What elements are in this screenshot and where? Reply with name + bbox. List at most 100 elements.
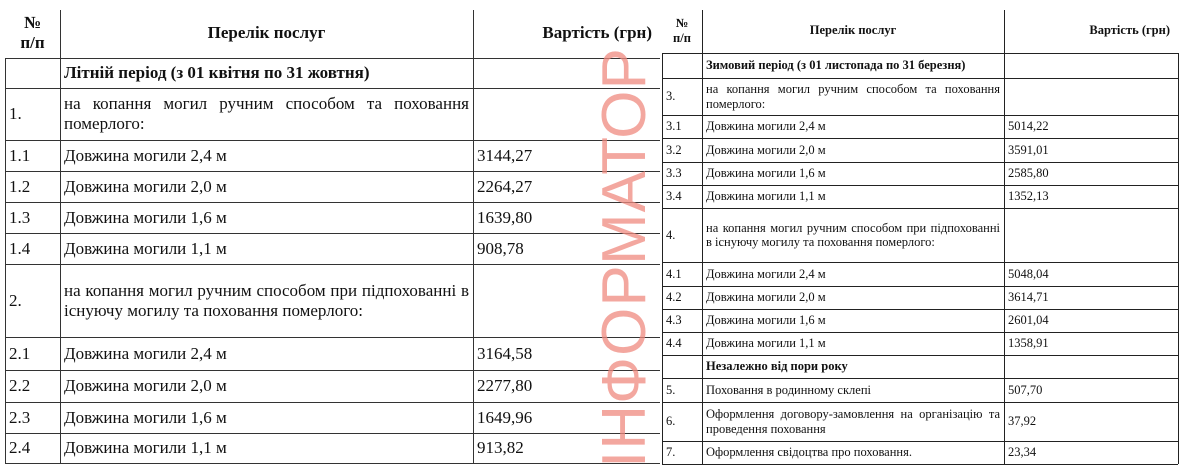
row-rule: [662, 138, 1178, 139]
row-rule: [662, 185, 1178, 186]
column-divider: [1004, 185, 1005, 208]
row-rule: [662, 441, 1178, 442]
row-service: Літній період (з 01 квітня по 31 жовтня): [60, 58, 473, 88]
row-service: Довжина могили 1,6 м: [702, 162, 1004, 185]
row-service: Довжина могили 2,4 м: [60, 140, 473, 171]
column-divider: [702, 262, 703, 286]
column-divider: [473, 264, 474, 337]
row-number: 3.3: [666, 166, 682, 181]
winter-panel: [660, 0, 1200, 474]
column-divider: [473, 58, 474, 88]
column-divider: [1004, 378, 1005, 402]
row-service: Оформлення договору-замовлення на органі…: [702, 402, 1004, 441]
service-text: Довжина могили 2,0 м: [64, 176, 227, 196]
row-rule: [5, 171, 660, 172]
row-service: Довжина могили 2,0 м: [702, 138, 1004, 162]
service-text: Незалежно від пори року: [706, 359, 848, 374]
row-rule: [5, 337, 660, 338]
column-divider: [1004, 162, 1005, 185]
row-price: 3164,58: [477, 343, 533, 363]
column-divider: [1004, 78, 1005, 115]
column-divider: [1004, 309, 1005, 332]
row-number: 3.: [666, 89, 676, 104]
row-rule: [662, 309, 1178, 310]
row-price: 3614,71: [1008, 290, 1049, 305]
column-divider: [702, 441, 703, 464]
service-text: Оформлення договору-замовлення на органі…: [706, 407, 1000, 436]
column-divider: [473, 10, 474, 58]
column-divider: [473, 433, 474, 463]
column-divider: [60, 202, 61, 233]
row-price: 2601,04: [1008, 313, 1049, 328]
column-divider: [1004, 53, 1005, 78]
row-price: 5048,04: [1008, 266, 1049, 281]
table-border-right: [1178, 53, 1179, 464]
watermark: ІНФОРМАТОР: [590, 47, 659, 468]
row-number: 1.3: [9, 207, 31, 227]
row-service: Довжина могили 1,6 м: [60, 402, 473, 433]
service-text: Оформлення свідоцтва про поховання.: [706, 445, 912, 460]
column-divider: [702, 115, 703, 138]
row-rule: [662, 464, 1178, 465]
row-service: Довжина могили 2,4 м: [702, 115, 1004, 138]
column-divider: [60, 370, 61, 402]
column-divider: [1004, 262, 1005, 286]
column-divider: [702, 185, 703, 208]
row-rule: [5, 233, 660, 234]
column-divider: [1004, 402, 1005, 441]
row-service: Поховання в родинному склепі: [702, 378, 1004, 402]
row-number: 4.1: [666, 266, 682, 281]
table-border-left: [662, 53, 663, 464]
row-price: [1004, 208, 1178, 262]
row-price: 1352,13: [1008, 189, 1049, 204]
column-divider: [1004, 441, 1005, 464]
row-number: [662, 53, 702, 78]
row-number: 4.2: [666, 290, 682, 305]
row-rule: [5, 264, 660, 265]
row-number: 6.: [666, 414, 676, 429]
column-divider: [1004, 355, 1005, 378]
row-price: 1649,96: [477, 407, 533, 427]
row-service: Довжина могили 1,6 м: [702, 309, 1004, 332]
row-number: 4.3: [666, 313, 682, 328]
row-rule: [662, 78, 1178, 79]
column-divider: [473, 233, 474, 264]
row-service: Довжина могили 1,1 м: [702, 185, 1004, 208]
row-rule: [5, 402, 660, 403]
row-rule: [662, 162, 1178, 163]
column-divider: [60, 337, 61, 370]
service-text: Поховання в родинному склепі: [706, 382, 871, 397]
header-service: Перелік послуг: [809, 23, 897, 38]
column-divider: [702, 355, 703, 378]
service-text: Довжина могили 2,0 м: [64, 376, 227, 396]
column-divider: [702, 53, 703, 78]
row-price: 3591,01: [1008, 142, 1049, 157]
row-price: 3144,27: [477, 145, 533, 165]
header-service: Перелік послуг: [207, 23, 326, 43]
column-divider: [1004, 286, 1005, 309]
row-number: 2.3: [9, 407, 31, 427]
row-service: Довжина могили 2,0 м: [702, 286, 1004, 309]
row-service: Довжина могили 2,0 м: [60, 370, 473, 402]
row-price: 2264,27: [477, 176, 533, 196]
header-number: № п/п: [673, 16, 691, 45]
row-price: 37,92: [1008, 414, 1037, 429]
row-price: 908,78: [477, 238, 524, 258]
row-number: 2.1: [9, 343, 31, 363]
row-price: [1004, 78, 1178, 115]
row-number: [5, 58, 60, 88]
column-divider: [1004, 208, 1005, 262]
column-divider: [473, 370, 474, 402]
column-divider: [473, 88, 474, 140]
row-service: Довжина могили 1,6 м: [60, 202, 473, 233]
service-text: Довжина могили 1,6 м: [706, 313, 826, 328]
row-price: 913,82: [477, 438, 524, 458]
service-text: на копання могил ручним способом при під…: [706, 220, 1000, 249]
row-service: Зимовий період (з 01 листопада по 31 бер…: [702, 53, 1004, 78]
row-number: 3.1: [666, 119, 682, 134]
row-rule: [662, 286, 1178, 287]
row-number: 4.4: [666, 336, 682, 351]
row-service: Довжина могили 1,1 м: [702, 332, 1004, 355]
column-divider: [60, 10, 61, 58]
service-text: на копання могил ручним способом та похо…: [64, 94, 469, 133]
